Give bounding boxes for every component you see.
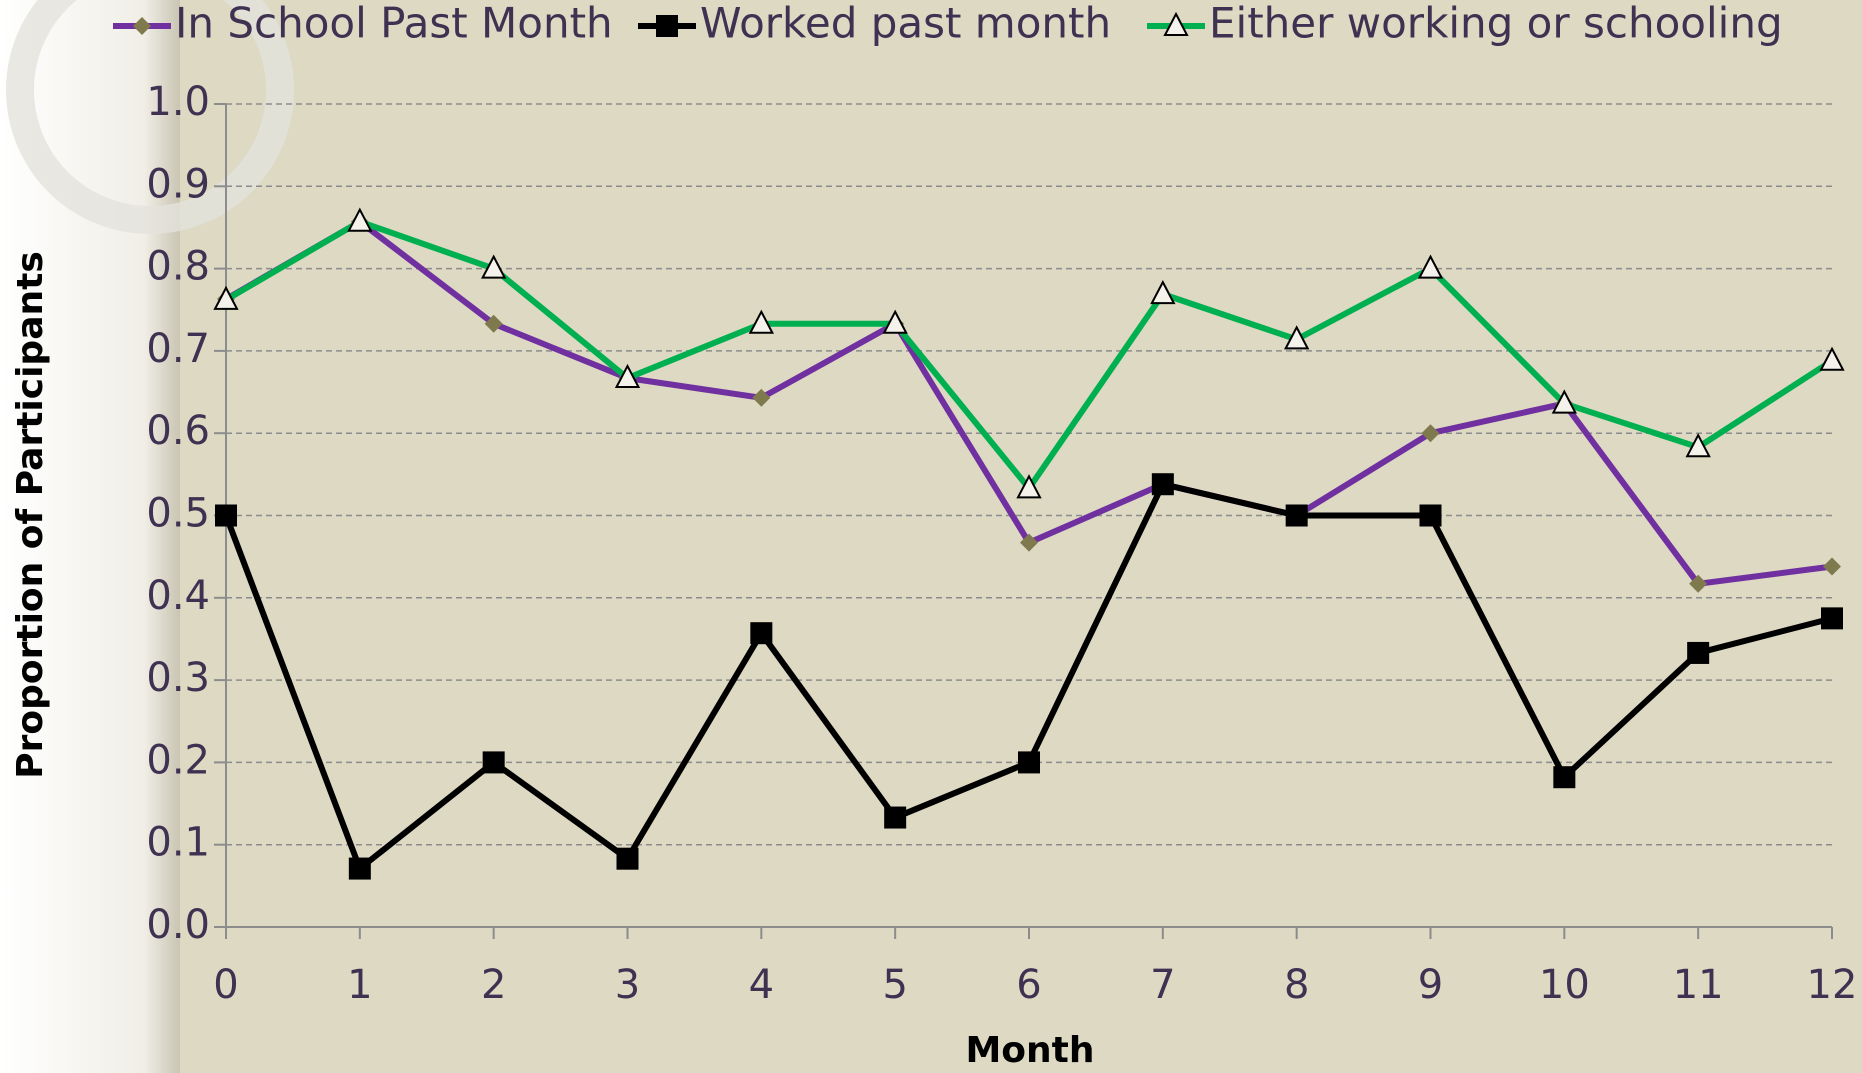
y-tick-label: 0.8 [146,244,210,290]
x-tick-label: 1 [347,962,372,1008]
data-point [1018,751,1040,774]
x-tick-label: 6 [1016,962,1041,1008]
data-point [1020,533,1038,552]
y-axis-title: Proportion of Participants [10,251,51,779]
y-tick-label: 0.1 [146,820,210,866]
x-tick-label: 11 [1673,962,1724,1008]
data-point [748,309,774,334]
data-point [347,207,373,232]
legend-label: In School Past Month [175,0,613,48]
y-tick-label: 0.6 [146,408,210,454]
data-point [1016,474,1042,499]
data-point [213,285,239,310]
x-tick-label: 8 [1284,962,1309,1008]
data-point [1819,346,1845,371]
x-tick-label: 7 [1150,962,1175,1008]
y-tick-label: 1.0 [146,79,210,125]
data-point [1150,279,1176,305]
data-point [1821,607,1843,630]
data-point [1689,574,1708,593]
data-point [614,363,641,389]
legend-label: Worked past month [700,0,1111,48]
legend-marker [656,15,678,37]
data-point [616,847,639,870]
legend-label: Either working or schooling [1209,0,1783,48]
y-tick-label: 0.4 [146,573,210,619]
data-point [481,254,507,279]
decoration [6,0,294,234]
data-point [1284,325,1310,350]
x-tick-label: 9 [1418,962,1443,1008]
data-point [1417,254,1444,279]
data-point [348,857,371,880]
side-strip [0,0,180,1073]
data-point [1551,389,1577,414]
y-tick-label: 0.2 [146,737,210,783]
x-tick-label: 12 [1807,962,1858,1008]
x-tick-label: 3 [615,962,640,1008]
data-point [750,622,773,645]
data-point [1687,641,1710,664]
x-tick-label: 5 [882,962,907,1008]
data-point [752,388,771,407]
legend-marker [133,17,151,35]
y-tick-label: 0.0 [146,902,210,948]
data-point [482,751,505,774]
y-tick-label: 0.7 [146,326,210,372]
data-point [1285,504,1308,527]
y-tick-label: 0.3 [146,655,210,701]
data-point [1553,766,1576,789]
data-point [1685,433,1711,458]
data-point [1151,473,1174,496]
x-axis-title: Month [965,1030,1094,1071]
data-point [884,806,907,829]
data-point [215,504,237,527]
data-point [882,309,908,334]
legend-marker [1163,11,1189,36]
x-tick-label: 0 [213,962,238,1008]
x-tick-label: 2 [481,962,506,1008]
y-tick-label: 0.9 [146,161,210,207]
data-point [1419,504,1442,527]
data-point [484,314,503,333]
x-tick-label: 4 [749,962,774,1008]
y-tick-label: 0.5 [146,491,210,537]
data-point [1823,557,1841,576]
data-point [1421,424,1440,443]
x-tick-label: 10 [1539,962,1590,1008]
